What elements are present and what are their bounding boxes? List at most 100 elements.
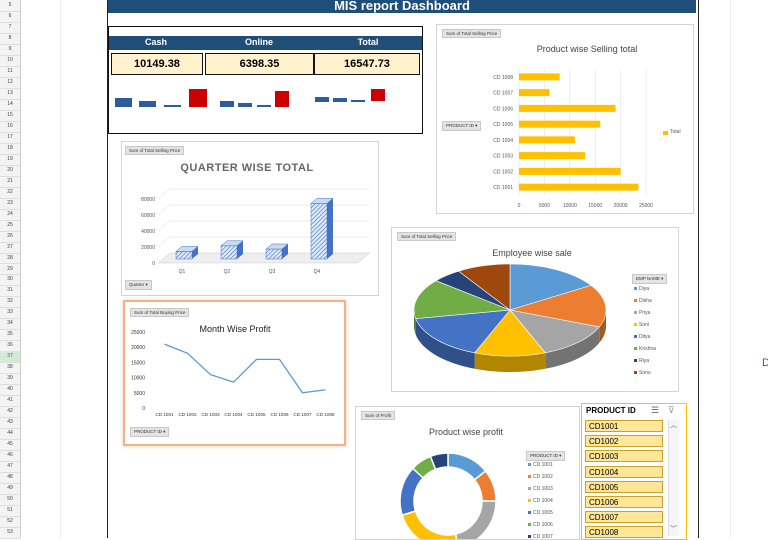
row-number[interactable]: 32 <box>0 296 20 309</box>
y-tick-label: 80000 <box>141 197 155 203</box>
row-number[interactable]: 8 <box>0 33 20 45</box>
legend-total: Total <box>670 129 681 135</box>
row-number[interactable]: 50 <box>0 494 20 507</box>
row-number[interactable]: 22 <box>0 187 20 199</box>
bar <box>310 203 328 260</box>
row-number[interactable]: 45 <box>0 439 20 452</box>
row-number[interactable]: 9 <box>0 44 20 56</box>
spark-bar <box>257 105 271 107</box>
row-number[interactable]: 24 <box>0 209 20 221</box>
profit-filter-button[interactable]: PRODUCT ID ▾ <box>526 451 566 461</box>
row-number[interactable]: 25 <box>0 220 20 232</box>
row-number[interactable]: 34 <box>0 318 20 331</box>
row-number[interactable]: 35 <box>0 329 20 342</box>
product-filter-button[interactable]: PRODUCT ID ▾ <box>442 121 482 131</box>
row-number[interactable]: 38 <box>0 362 20 375</box>
row-number[interactable]: 5 <box>0 0 20 12</box>
row-number[interactable]: 39 <box>0 373 20 386</box>
row-number[interactable]: 13 <box>0 88 20 100</box>
slicer-scrollbar[interactable]: ︿ ﹀ <box>668 420 679 536</box>
row-number[interactable]: 30 <box>0 274 20 287</box>
row-number[interactable]: 28 <box>0 253 20 265</box>
row-number[interactable]: 11 <box>0 66 20 78</box>
row-number[interactable]: 40 <box>0 384 20 397</box>
row-number[interactable]: 52 <box>0 516 20 528</box>
legend-item: Riya <box>634 358 649 364</box>
scroll-up-icon[interactable]: ︿ <box>670 422 677 429</box>
spark-bar <box>220 101 234 107</box>
field-button[interactable]: Sum of Profit <box>361 411 396 420</box>
product-selling-chart[interactable]: Sum of Total Selling Price Product wise … <box>436 24 694 214</box>
y-tick-label: 0 <box>142 406 145 412</box>
row-number[interactable]: 15 <box>0 110 20 122</box>
slicer-item[interactable]: CD1003 <box>585 450 663 463</box>
slicer-item[interactable]: CD1004 <box>585 465 663 478</box>
row-number[interactable]: 29 <box>0 264 20 276</box>
row-number[interactable]: 51 <box>0 505 20 518</box>
row-number[interactable]: 27 <box>0 242 20 254</box>
emp-filter-button[interactable]: EMP NAME ▾ <box>632 274 668 284</box>
field-button[interactable]: Sum of Total Selling Price <box>397 232 457 241</box>
row-number[interactable]: 19 <box>0 154 20 166</box>
row-number[interactable]: 18 <box>0 143 20 155</box>
row-number[interactable]: 47 <box>0 461 20 474</box>
row-number[interactable]: 43 <box>0 417 20 430</box>
multi-select-icon[interactable]: ☰ <box>651 405 660 415</box>
row-number[interactable]: 17 <box>0 132 20 144</box>
row-number[interactable]: 10 <box>0 55 20 67</box>
hbar-plot: 0 5000 10000 15000 20000 25000 CD 1008 CD 1007 C… <box>493 69 653 209</box>
slicer-item[interactable]: CD1007 <box>585 511 663 524</box>
month-profit-chart[interactable]: Sum of Total Buying Price Month Wise Pro… <box>123 300 346 446</box>
row-number[interactable]: 6 <box>0 11 20 23</box>
row-number[interactable]: 33 <box>0 307 20 320</box>
row-number[interactable]: 12 <box>0 77 20 89</box>
row-number[interactable]: 20 <box>0 165 20 177</box>
row-number[interactable]: 16 <box>0 121 20 133</box>
row-number[interactable]: 7 <box>0 22 20 34</box>
row-number[interactable]: 49 <box>0 483 20 496</box>
row-number[interactable]: 42 <box>0 406 20 419</box>
row-number[interactable]: 37 <box>0 351 20 364</box>
slicer-item[interactable]: CD1001 <box>585 420 663 432</box>
field-button[interactable]: Sum of Total Buying Price <box>130 308 190 317</box>
spark-bar <box>164 105 181 107</box>
total-header: Total <box>357 37 379 47</box>
legend-swatch <box>528 511 531 514</box>
product-profit-chart[interactable]: Sum of Profit Product wise profit PRODUC… <box>355 406 580 540</box>
y-tick-label: 60000 <box>141 213 155 219</box>
row-number[interactable]: 31 <box>0 285 20 298</box>
online-header: Online <box>244 37 273 47</box>
spark-bar <box>189 89 207 107</box>
row-number[interactable]: 21 <box>0 176 20 188</box>
bar <box>220 245 238 260</box>
row-number[interactable]: 14 <box>0 99 20 111</box>
x-tick-label: 5000 <box>539 203 550 209</box>
y-tick-label: CD 1003 <box>493 154 513 160</box>
pie-slice <box>415 309 511 354</box>
clear-filter-icon[interactable]: ⊽ <box>668 405 675 415</box>
field-button[interactable]: Sum of Total Selling Price <box>442 29 502 38</box>
row-number[interactable]: 53 <box>0 527 20 539</box>
row-number[interactable]: 48 <box>0 472 20 485</box>
slicer-item[interactable]: CD1006 <box>585 496 663 508</box>
scroll-down-icon[interactable]: ﹀ <box>670 526 677 533</box>
row-number[interactable]: 26 <box>0 231 20 243</box>
slicer-item[interactable]: CD1005 <box>585 480 663 493</box>
row-number[interactable]: 23 <box>0 198 20 210</box>
pie-side <box>599 310 606 343</box>
row-number[interactable]: 46 <box>0 450 20 463</box>
row-number[interactable]: 41 <box>0 395 20 408</box>
bar <box>519 136 575 144</box>
legend-swatch <box>528 523 531 526</box>
slicer-item[interactable]: CD1008 <box>585 526 663 539</box>
field-button[interactable]: Sum of Total Selling Price <box>125 146 185 155</box>
quarter-chart[interactable]: Sum of Total Selling Price QUARTER WISE … <box>121 141 379 296</box>
month-filter-button[interactable]: PRODUCT ID ▾ <box>130 427 170 437</box>
x-tick-label: CD 1002 <box>178 412 197 417</box>
row-number[interactable]: 44 <box>0 428 20 441</box>
quarter-filter-button[interactable]: Quarter ▾ <box>125 280 152 290</box>
employee-chart[interactable]: Sum of Total Selling Price Employee wise… <box>391 227 679 392</box>
legend-swatch <box>634 299 637 302</box>
slicer-item[interactable]: CD1002 <box>585 435 663 448</box>
online-value: 6398.35 <box>205 53 314 75</box>
